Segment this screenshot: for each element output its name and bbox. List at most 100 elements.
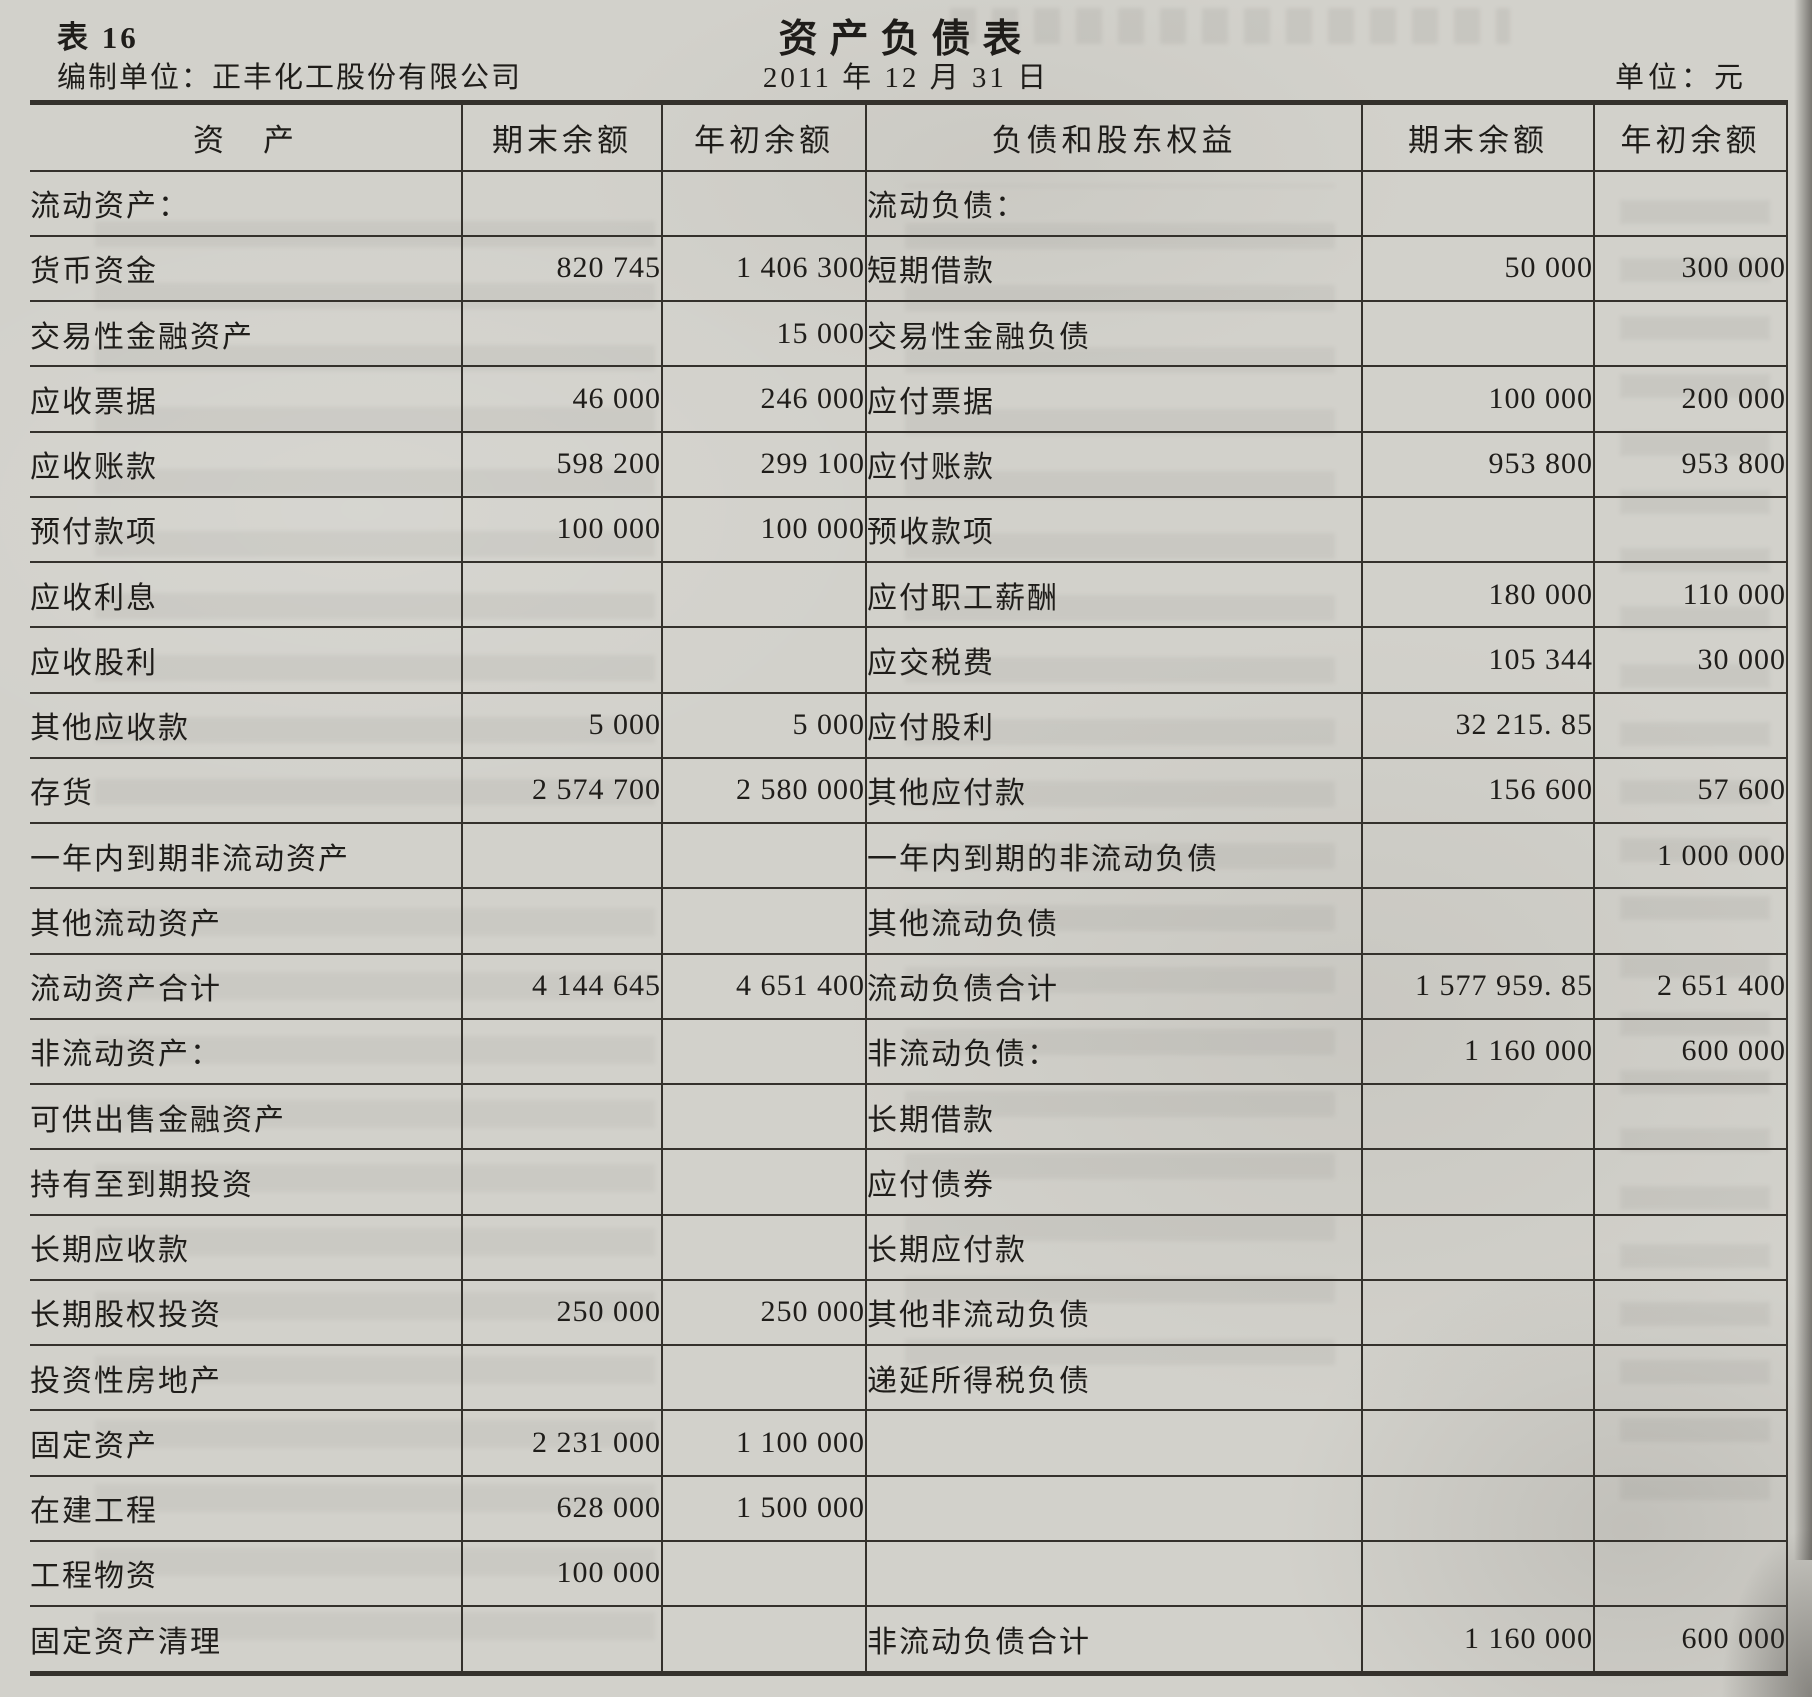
amount-value: 180 000 <box>1362 562 1595 628</box>
amount-value <box>1594 170 1788 236</box>
amount-value: 1 160 000 <box>1362 1018 1595 1084</box>
account-label: 短期借款 <box>866 235 1363 301</box>
balance-row: 可供出售金融资产 长期借款 <box>30 1084 1788 1150</box>
amount-value <box>1362 1149 1595 1215</box>
amount-value: 2 231 000 <box>462 1410 663 1476</box>
amount-value: 299 100 <box>662 431 867 497</box>
amount-value <box>1362 1345 1595 1411</box>
account-label: 预付款项 <box>30 496 463 562</box>
account-label: 交易性金融负债 <box>866 301 1363 367</box>
amount-value <box>1362 1410 1595 1476</box>
amount-value <box>1594 301 1788 367</box>
amount-value <box>1594 496 1788 562</box>
amount-value <box>462 301 663 367</box>
amount-value: 820 745 <box>462 235 663 301</box>
page-title: 资产负债表 <box>778 18 1034 61</box>
account-label <box>866 1540 1363 1606</box>
account-label: 应付票据 <box>866 366 1363 432</box>
amount-value <box>462 627 663 693</box>
amount-value: 4 144 645 <box>462 953 663 1019</box>
amount-value <box>662 1214 867 1280</box>
account-label: 其他非流动负债 <box>866 1279 1363 1345</box>
account-label: 非流动负债： <box>866 1018 1363 1084</box>
account-label <box>866 1410 1363 1476</box>
amount-value: 1 577 959. 85 <box>1362 953 1595 1019</box>
amount-value <box>1362 1279 1595 1345</box>
amount-value <box>1594 1410 1788 1476</box>
amount-value <box>1594 1279 1788 1345</box>
balance-row: 应收账款 598 200 299 100 应付账款 953 800 953 800 <box>30 431 1788 497</box>
amount-value <box>1362 1540 1595 1606</box>
amount-value: 4 651 400 <box>662 953 867 1019</box>
amount-value: 953 800 <box>1594 431 1788 497</box>
amount-value: 32 215. 85 <box>1362 692 1595 758</box>
amount-value: 200 000 <box>1594 366 1788 432</box>
amount-value <box>1594 1084 1788 1150</box>
account-label: 持有至到期投资 <box>30 1149 463 1215</box>
balance-row: 存货 2 574 700 2 580 000 其他应付款 156 600 57 600 <box>30 757 1788 823</box>
balance-row: 应收股利 应交税费 105 344 30 000 <box>30 627 1788 693</box>
amount-value <box>462 562 663 628</box>
amount-value <box>1594 692 1788 758</box>
column-header: 资 产 <box>30 102 463 171</box>
amount-value: 953 800 <box>1362 431 1595 497</box>
account-label: 预收款项 <box>866 496 1363 562</box>
amount-value <box>1594 1345 1788 1411</box>
balance-row: 流动资产合计 4 144 645 4 651 400 流动负债合计 1 577 959.… <box>30 953 1788 1019</box>
amount-value: 2 574 700 <box>462 757 663 823</box>
amount-value: 246 000 <box>662 366 867 432</box>
account-label: 长期股权投资 <box>30 1279 463 1345</box>
account-label: 固定资产清理 <box>30 1606 463 1674</box>
column-header: 期末余额 <box>1362 102 1595 171</box>
amount-value <box>462 1606 663 1674</box>
balance-row: 固定资产 2 231 000 1 100 000 <box>30 1410 1788 1476</box>
balance-row: 其他应收款 5 000 5 000 应付股利 32 215. 85 <box>30 692 1788 758</box>
account-label: 长期借款 <box>866 1084 1363 1150</box>
account-label: 在建工程 <box>30 1475 463 1541</box>
amount-value: 110 000 <box>1594 562 1788 628</box>
amount-value <box>1362 1084 1595 1150</box>
amount-value <box>1594 1475 1788 1541</box>
balance-row: 应收利息 应付职工薪酬 180 000 110 000 <box>30 562 1788 628</box>
amount-value: 1 000 000 <box>1594 823 1788 889</box>
amount-value: 100 000 <box>462 496 663 562</box>
balance-row: 交易性金融资产 15 000 交易性金融负债 <box>30 301 1788 367</box>
account-label: 长期应付款 <box>866 1214 1363 1280</box>
account-label: 固定资产 <box>30 1410 463 1476</box>
amount-value: 5 000 <box>462 692 663 758</box>
report-date: 2011 年 12 月 31 日 <box>762 62 1050 94</box>
account-label: 应付账款 <box>866 431 1363 497</box>
amount-value: 100 000 <box>662 496 867 562</box>
column-header-row: 资 产期末余额 年初余额 负债和股东权益 期末余额 年初余额 <box>30 102 1788 171</box>
amount-value: 5 000 <box>662 692 867 758</box>
account-label: 应收股利 <box>30 627 463 693</box>
column-header: 期末余额 <box>462 102 663 171</box>
account-label: 应交税费 <box>866 627 1363 693</box>
account-label: 应付股利 <box>866 692 1363 758</box>
account-label: 存货 <box>30 757 463 823</box>
account-label: 其他流动资产 <box>30 888 463 954</box>
account-label: 一年内到期的非流动负债 <box>866 823 1363 889</box>
balance-row: 固定资产清理 非流动负债合计 1 160 000 600 000 <box>30 1606 1788 1674</box>
currency-unit-label: 单位：元 <box>1614 62 1747 94</box>
amount-value <box>462 888 663 954</box>
amount-value <box>462 1084 663 1150</box>
column-header: 年初余额 <box>662 102 867 171</box>
amount-value: 2 651 400 <box>1594 953 1788 1019</box>
balance-row: 工程物资 100 000 <box>30 1540 1788 1606</box>
amount-value <box>662 1606 867 1674</box>
amount-value: 250 000 <box>462 1279 663 1345</box>
amount-value <box>662 1149 867 1215</box>
account-label: 货币资金 <box>30 235 463 301</box>
account-label: 应收账款 <box>30 431 463 497</box>
balance-row: 货币资金 820 745 1 406 300 短期借款 50 000 300 000 <box>30 235 1788 301</box>
balance-row: 非流动资产： 非流动负债： 1 160 000 600 000 <box>30 1018 1788 1084</box>
page-gutter-shadow <box>1794 0 1812 1560</box>
amount-value <box>662 1540 867 1606</box>
amount-value <box>1362 823 1595 889</box>
account-label: 可供出售金融资产 <box>30 1084 463 1150</box>
balance-row: 流动资产： 流动负债： <box>30 170 1788 236</box>
amount-value: 1 500 000 <box>662 1475 867 1541</box>
amount-value: 46 000 <box>462 366 663 432</box>
balance-row: 一年内到期非流动资产 一年内到期的非流动负债 1 000 000 <box>30 823 1788 889</box>
